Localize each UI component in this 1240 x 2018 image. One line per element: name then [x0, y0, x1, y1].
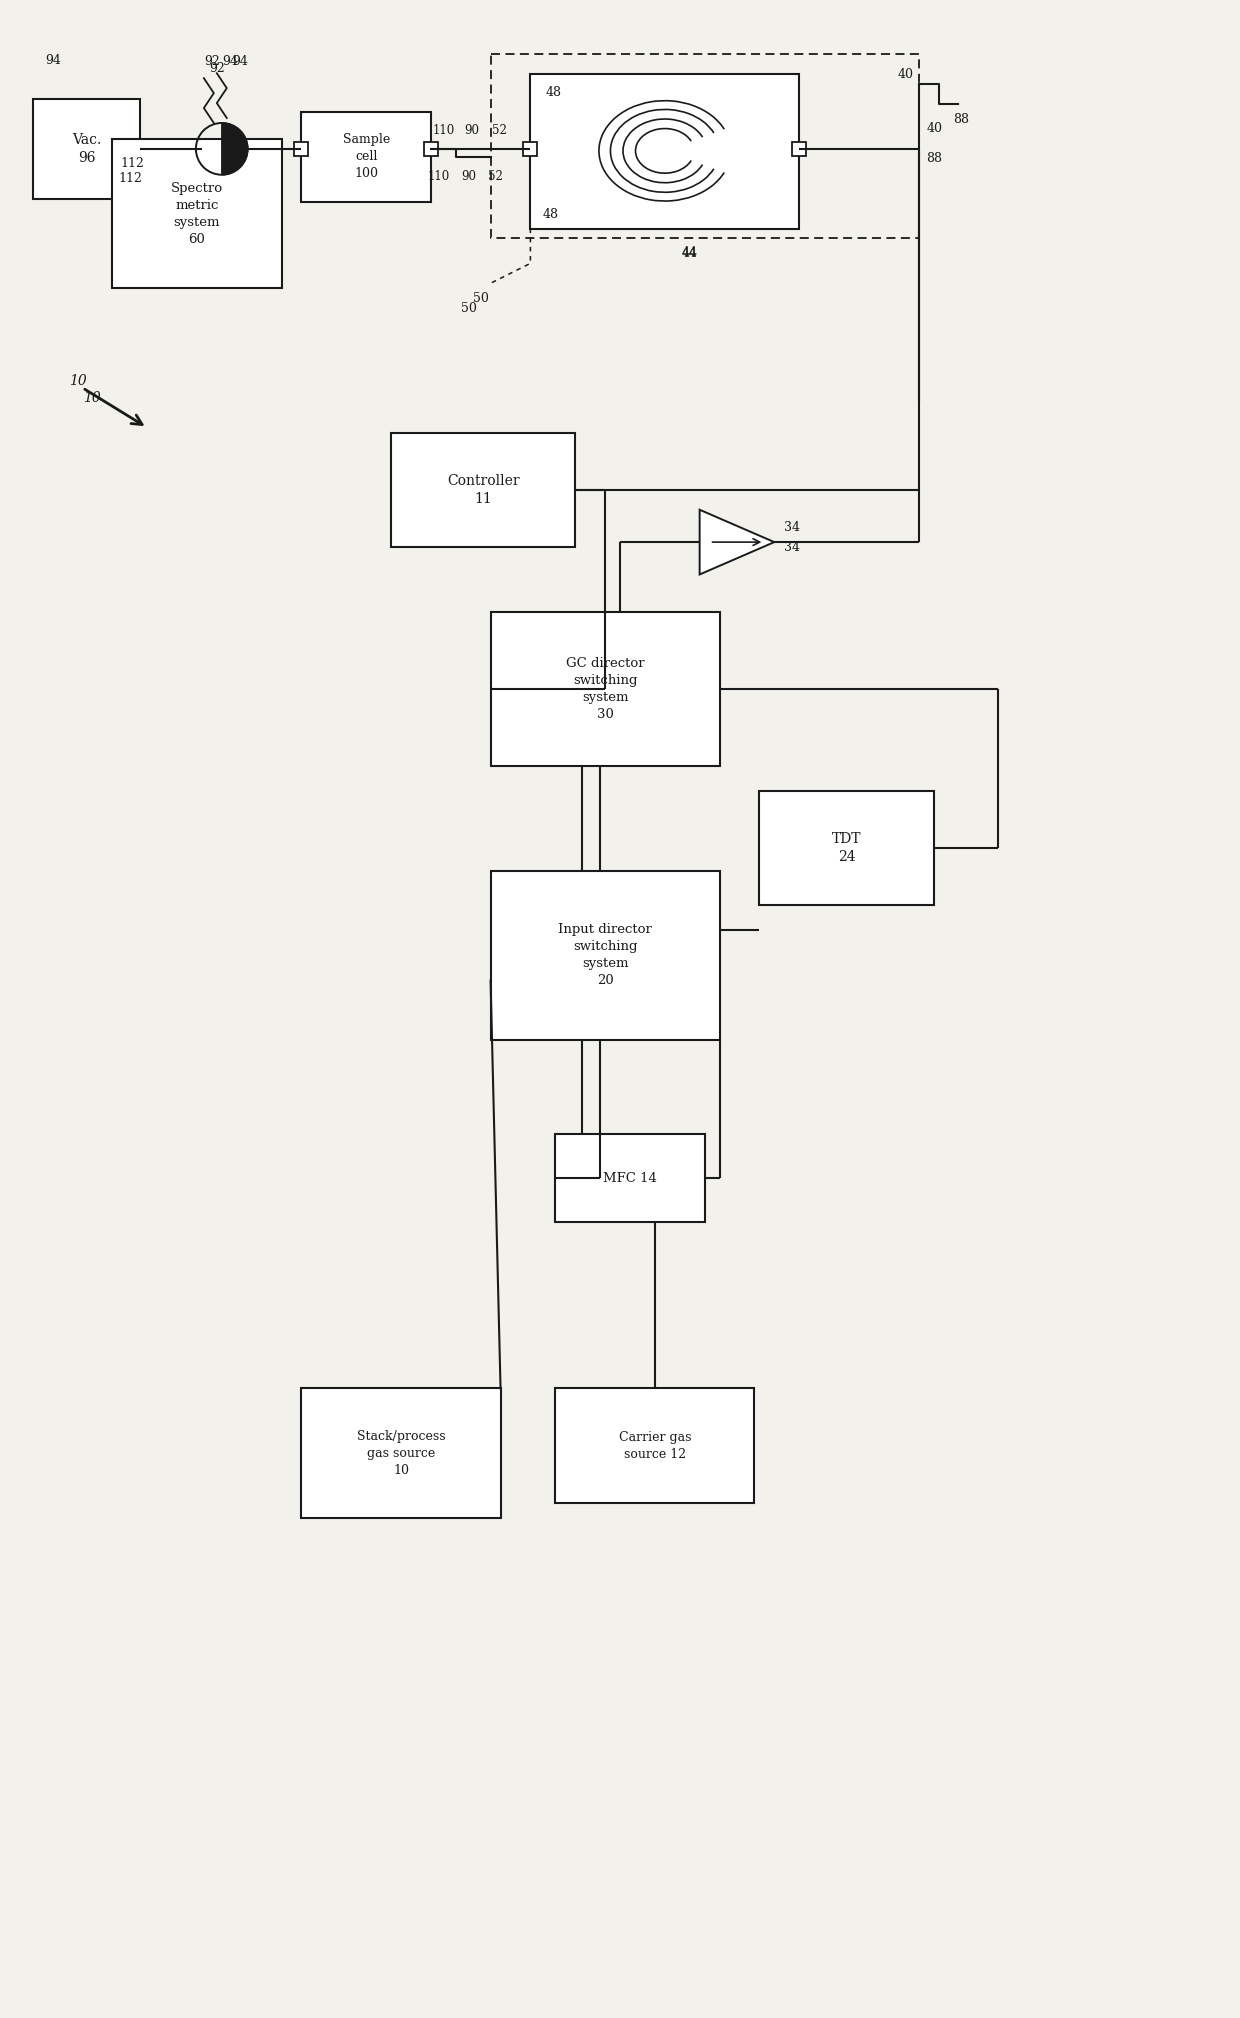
- Text: 34: 34: [784, 541, 800, 553]
- Text: 110: 110: [433, 125, 455, 137]
- Text: 112: 112: [118, 172, 143, 186]
- Bar: [113, 139, 281, 289]
- Polygon shape: [222, 123, 248, 176]
- Bar: [424, 141, 438, 155]
- Text: 40: 40: [926, 123, 942, 135]
- Text: Stack/process
gas source
10: Stack/process gas source 10: [357, 1429, 445, 1477]
- Text: 90: 90: [461, 170, 476, 184]
- Text: Sample
cell
100: Sample cell 100: [342, 133, 389, 180]
- Bar: [301, 1388, 501, 1518]
- Text: Carrier gas
source 12: Carrier gas source 12: [619, 1431, 691, 1461]
- Bar: [491, 54, 919, 238]
- Text: 94: 94: [46, 54, 62, 67]
- Text: Controller
11: Controller 11: [446, 474, 520, 507]
- Text: 94: 94: [222, 54, 238, 69]
- Text: 40: 40: [898, 69, 914, 81]
- Text: 88: 88: [954, 113, 970, 125]
- Bar: [556, 1134, 704, 1223]
- Bar: [759, 791, 934, 906]
- Bar: [491, 611, 719, 767]
- Text: 92: 92: [203, 54, 219, 69]
- Bar: [301, 113, 430, 202]
- Text: 50: 50: [472, 293, 489, 305]
- Text: Spectro
metric
system
60: Spectro metric system 60: [171, 182, 223, 246]
- Text: Input director
switching
system
20: Input director switching system 20: [558, 924, 652, 987]
- Bar: [523, 141, 537, 155]
- Text: 112: 112: [120, 157, 144, 170]
- Text: 10: 10: [68, 373, 87, 387]
- Text: 50: 50: [461, 301, 476, 315]
- Text: 10: 10: [83, 391, 102, 406]
- Text: TDT
24: TDT 24: [832, 831, 862, 864]
- Text: 110: 110: [428, 170, 450, 184]
- Text: 90: 90: [464, 125, 479, 137]
- Text: MFC 14: MFC 14: [603, 1172, 657, 1185]
- Text: 48: 48: [546, 87, 562, 99]
- Polygon shape: [699, 511, 774, 575]
- Text: 52: 52: [489, 170, 503, 184]
- Bar: [294, 141, 309, 155]
- Bar: [792, 141, 806, 155]
- Text: GC director
switching
system
30: GC director switching system 30: [565, 658, 645, 720]
- Text: 94: 94: [232, 54, 248, 69]
- Text: 34: 34: [784, 521, 800, 533]
- Text: 44: 44: [682, 246, 698, 258]
- Text: Vac.
96: Vac. 96: [72, 133, 100, 165]
- Bar: [556, 1388, 754, 1503]
- Bar: [491, 870, 719, 1039]
- Text: 44: 44: [682, 246, 698, 260]
- Bar: [531, 75, 800, 228]
- Bar: [391, 432, 575, 547]
- Text: 88: 88: [926, 151, 942, 165]
- Text: 48: 48: [542, 208, 558, 220]
- Bar: [32, 99, 140, 198]
- Text: 52: 52: [492, 125, 507, 137]
- Text: 92: 92: [208, 63, 224, 75]
